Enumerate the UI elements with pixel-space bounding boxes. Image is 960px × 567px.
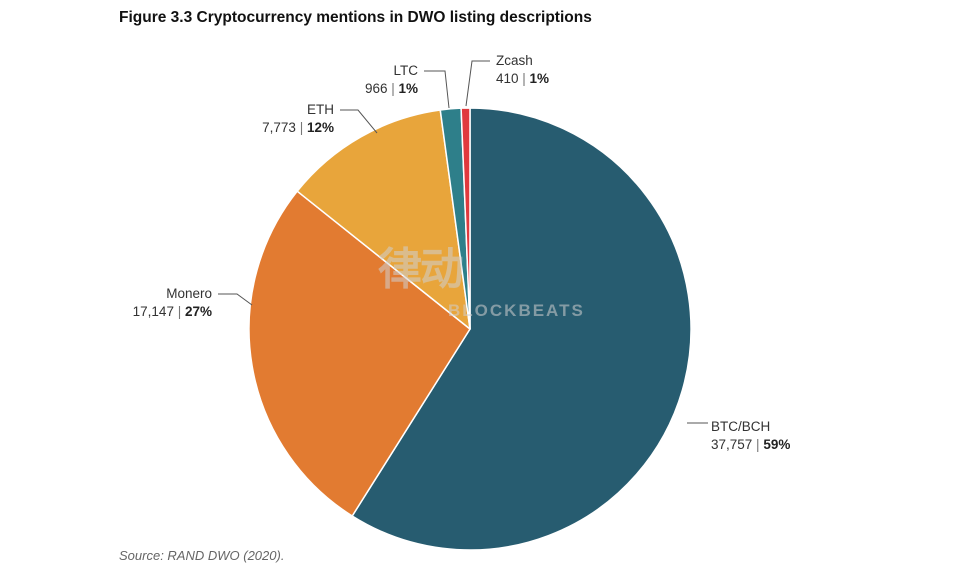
slice-label-zcash: Zcash: [496, 53, 533, 68]
slice-percent-btc-bch: 59%: [763, 437, 790, 452]
slice-separator: |: [519, 71, 530, 86]
slice-percent-ltc: 1%: [398, 81, 418, 96]
slice-value-btc-bch: 37,757 | 59%: [711, 437, 790, 452]
slice-count-zcash: 410: [496, 71, 519, 86]
slice-label-btc-bch: BTC/BCH: [711, 419, 770, 434]
slice-percent-zcash: 1%: [530, 71, 550, 86]
pie-slice-btc-bch: [351, 107, 692, 551]
slice-separator: |: [174, 304, 185, 319]
pie-slice-monero: [248, 190, 471, 517]
slice-count-btc-bch: 37,757: [711, 437, 752, 452]
slice-value-zcash: 410 | 1%: [496, 71, 549, 86]
leader-line-ltc: [424, 70, 450, 109]
slice-count-monero: 17,147: [133, 304, 174, 319]
slice-separator: |: [296, 120, 307, 135]
pie-slice-zcash: [460, 107, 471, 330]
chart-title: Figure 3.3 Cryptocurrency mentions in DW…: [119, 9, 592, 26]
slice-value-eth: 7,773 | 12%: [262, 120, 334, 135]
slice-count-eth: 7,773: [262, 120, 296, 135]
slice-value-monero: 17,147 | 27%: [133, 304, 212, 319]
chart-source-note: Source: RAND DWO (2020).: [119, 548, 285, 563]
leader-line-monero: [218, 293, 253, 306]
slice-value-ltc: 966 | 1%: [365, 81, 418, 96]
slice-label-eth: ETH: [307, 102, 334, 117]
slice-percent-monero: 27%: [185, 304, 212, 319]
slice-separator: |: [752, 437, 763, 452]
slice-label-ltc: LTC: [393, 63, 418, 78]
pie-slice-eth: [296, 109, 471, 330]
slice-percent-eth: 12%: [307, 120, 334, 135]
slice-separator: |: [387, 81, 398, 96]
slice-count-ltc: 966: [365, 81, 388, 96]
leader-line-zcash: [465, 60, 490, 107]
slice-label-monero: Monero: [166, 286, 212, 301]
leader-line-eth: [340, 109, 378, 134]
